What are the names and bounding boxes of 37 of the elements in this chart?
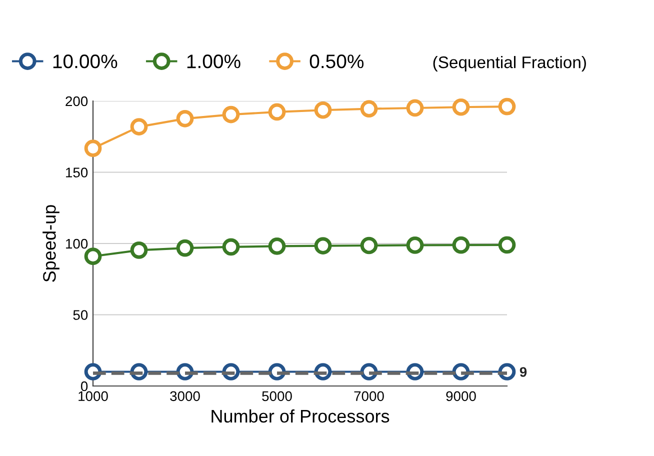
point: [452, 98, 470, 116]
point: [130, 242, 148, 259]
y-axis-title: Speed-up: [42, 205, 60, 282]
y-tick-label: 0: [80, 381, 88, 392]
legend-label: 1.00%: [187, 54, 240, 68]
x-tick-label: 5000: [262, 391, 292, 402]
point: [176, 110, 194, 128]
y-tick-label: 50: [73, 310, 88, 320]
point: [360, 100, 378, 118]
point: [130, 118, 148, 136]
point: [314, 101, 332, 119]
x-tick-label: 3000: [170, 391, 200, 402]
point: [314, 237, 332, 254]
legend-title: (Sequential Fraction): [433, 56, 586, 72]
legend-label: 10.00%: [53, 54, 118, 68]
legend-label: 0.50%: [310, 54, 364, 68]
point: [268, 238, 286, 255]
y-tick-label: 200: [66, 96, 88, 106]
point: [498, 98, 516, 116]
y-tick-label: 150: [66, 168, 88, 178]
ref-line-label: 9: [520, 367, 527, 377]
y-tick-label: 100: [66, 238, 88, 249]
x-tick-label: 9000: [446, 391, 476, 402]
point: [222, 238, 240, 256]
point: [452, 236, 470, 254]
point: [498, 236, 516, 254]
point: [406, 236, 424, 254]
point: [84, 140, 102, 157]
point: [360, 236, 378, 254]
point: [84, 248, 102, 266]
x-tick-label: 1000: [78, 391, 108, 402]
point: [406, 99, 424, 117]
point: [268, 103, 286, 121]
x-axis-title: Number of Processors: [212, 409, 390, 423]
point: [176, 239, 194, 257]
point: [222, 106, 240, 124]
x-tick-label: 7000: [354, 391, 384, 402]
